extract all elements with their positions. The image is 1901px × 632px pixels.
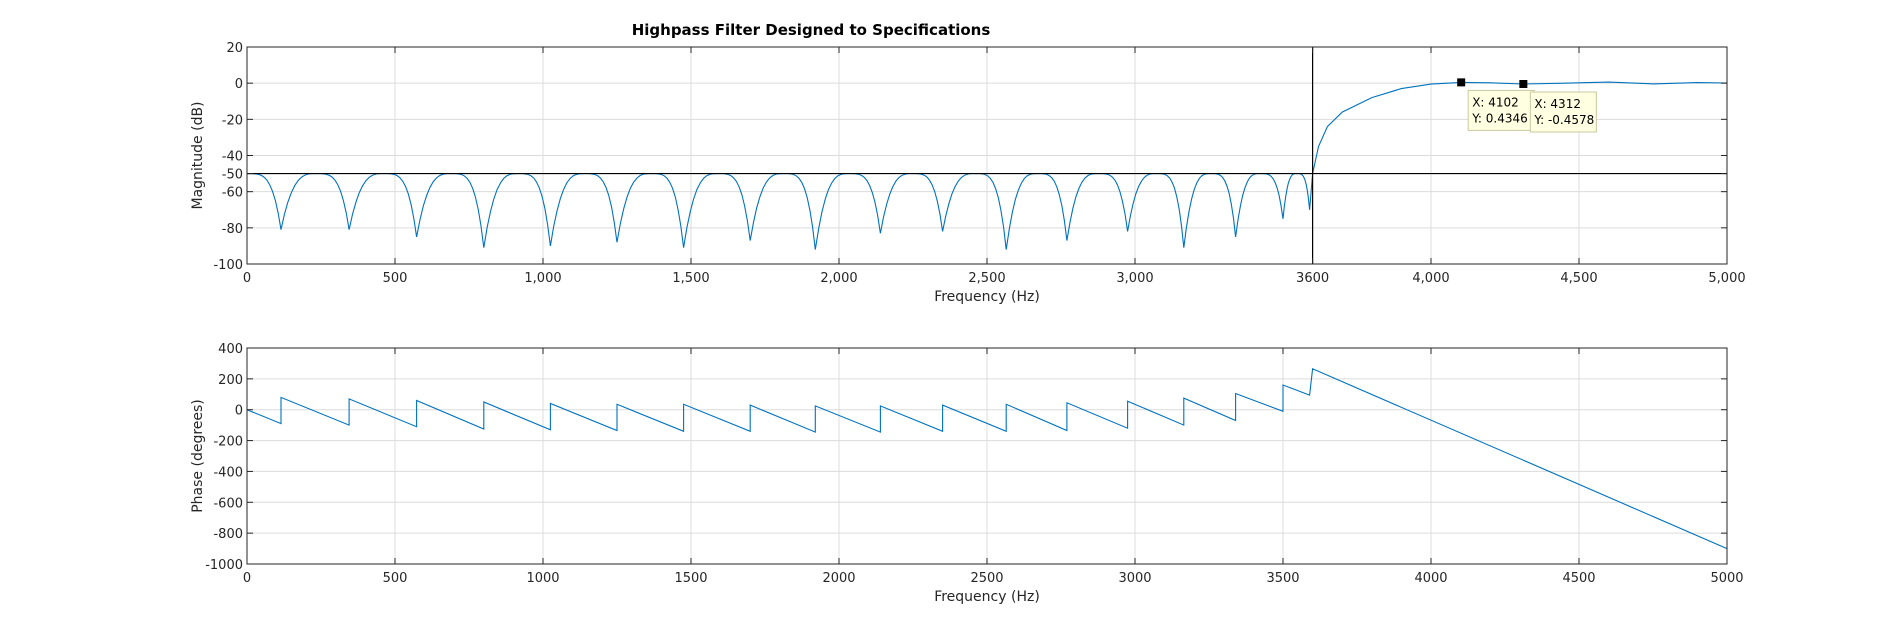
datatip-y-1: Y: 0.4346 xyxy=(1471,111,1528,125)
mag-ytick-label-6: -80 xyxy=(222,222,243,237)
mag-xtick-label-0: 0 xyxy=(243,271,251,286)
phase-xtick-label-10: 5000 xyxy=(1710,571,1743,586)
phase-ytick-label-3: -200 xyxy=(213,435,243,450)
mag-xtick-label-5: 2,500 xyxy=(968,271,1005,286)
mag-ytick-label-3: -40 xyxy=(222,150,243,165)
datatip-y-2: Y: -0.4578 xyxy=(1533,113,1594,127)
phase-axes: 0 500 1000 1500 2000 2500 3000 3500 4000 4500 5000… xyxy=(190,342,1744,605)
mag-xtick-label-8: 4,000 xyxy=(1412,271,1449,286)
phase-ytick-label-6: -800 xyxy=(213,527,243,542)
phase-xtick-label-4: 2000 xyxy=(822,571,855,586)
mag-ytick-label-1: 0 xyxy=(235,77,243,92)
datatip-x-1: X: 4102 xyxy=(1472,95,1519,109)
mag-xtick-label-4: 2,000 xyxy=(820,271,857,286)
phase-xlabel: Frequency (Hz) xyxy=(934,589,1040,605)
mag-xtick-label-6: 3,000 xyxy=(1116,271,1153,286)
phase-ytick-label-0: 400 xyxy=(218,342,243,357)
phase-xtick-label-0: 0 xyxy=(243,571,251,586)
phase-ytick-label-7: -1000 xyxy=(205,558,243,573)
phase-series-0 xyxy=(246,367,1728,550)
mag-ylabel: Magnitude (dB) xyxy=(190,101,206,209)
mag-ytick-label-7: -100 xyxy=(213,258,243,273)
mag-xtick-label-3: 1,500 xyxy=(672,271,709,286)
chart-title: Highpass Filter Designed to Specificatio… xyxy=(632,21,991,39)
phase-xtick-label-6: 3000 xyxy=(1118,571,1151,586)
datatip-marker-1 xyxy=(1457,78,1466,87)
mag-ytick-label-0: 20 xyxy=(226,41,243,56)
phase-ytick-label-5: -600 xyxy=(213,496,243,511)
mag-xlabel: Frequency (Hz) xyxy=(934,289,1040,305)
mag-xtick-label-2: 1,000 xyxy=(524,271,561,286)
mag-xtick-label-1: 500 xyxy=(383,271,408,286)
phase-xtick-label-8: 4000 xyxy=(1414,571,1447,586)
phase-ylabel: Phase (degrees) xyxy=(190,399,206,513)
datatip-box-2 xyxy=(1529,91,1597,133)
mag-xtick-label-7: 3600 xyxy=(1296,271,1329,286)
mag-ytick-label-4: -50 xyxy=(222,168,243,183)
phase-xtick-label-3: 1500 xyxy=(674,571,707,586)
mag-xtick-label-10: 5,000 xyxy=(1708,271,1745,286)
phase-ytick-label-2: 0 xyxy=(235,404,243,419)
datatip-x-2: X: 4312 xyxy=(1534,97,1581,111)
magnitude-axes: 0 500 1,000 1,500 2,000 2,500 3,000 3600 4,000 4,… xyxy=(190,41,1746,305)
phase-xtick-label-9: 4500 xyxy=(1562,571,1595,586)
phase-xtick-label-5: 2500 xyxy=(970,571,1003,586)
phase-xtick-label-7: 3500 xyxy=(1266,571,1299,586)
mag-ytick-label-2: -20 xyxy=(222,113,243,128)
phase-ytick-label-4: -400 xyxy=(213,465,243,480)
datatip-marker-2 xyxy=(1519,79,1528,88)
phase-ytick-label-1: 200 xyxy=(218,373,243,388)
mag-ytick-label-5: -60 xyxy=(222,186,243,201)
phase-xtick-label-1: 500 xyxy=(383,571,408,586)
phase-xtick-label-2: 1000 xyxy=(526,571,559,586)
mag-xtick-label-9: 4,500 xyxy=(1560,271,1597,286)
